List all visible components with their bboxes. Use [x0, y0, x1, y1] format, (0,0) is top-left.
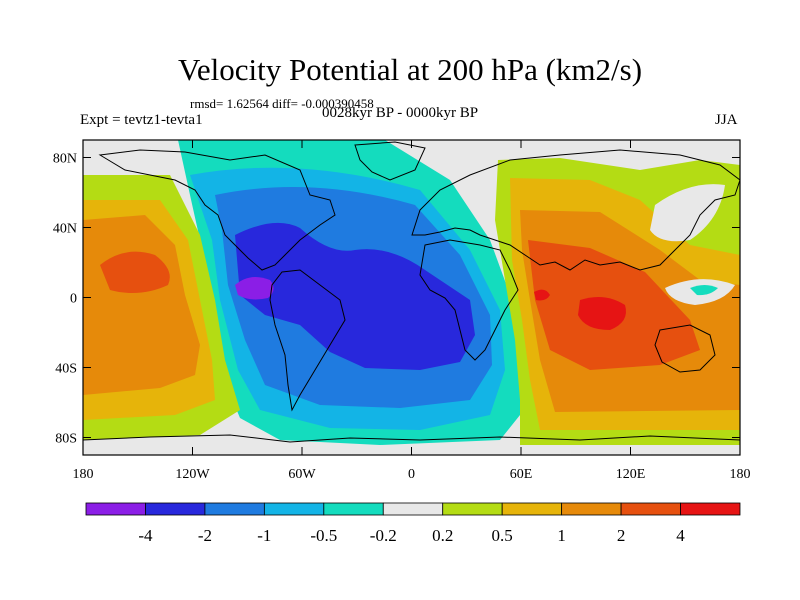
colorbar-swatch [263, 502, 325, 516]
experiment-label: Expt = tevtz1-tevta1 [80, 112, 203, 128]
contour-negative-4 [235, 276, 274, 300]
colorbar-swatch [680, 502, 741, 516]
plot-title: Velocity Potential at 200 hPa (km2/s) [177, 52, 643, 87]
lon-tick-label: 120W [175, 467, 210, 482]
lat-tick-label: 40S [55, 362, 77, 377]
colorbar-swatch [442, 502, 503, 516]
colorbar-swatch [620, 502, 681, 516]
colorbar-swatch [145, 502, 206, 516]
lon-tick-label: 180 [730, 467, 751, 482]
lon-tick-label: 60W [288, 467, 316, 482]
period-label: 0028kyr BP - 0000kyr BP [322, 105, 479, 121]
colorbar-swatch [323, 502, 384, 516]
contour-positive-east-4 [578, 296, 626, 330]
colorbar-label: 2 [617, 526, 626, 545]
lon-tick-label: 0 [408, 467, 415, 482]
lon-tick-label: 180 [73, 467, 94, 482]
colorbar-label: 1 [557, 526, 566, 545]
coastlines [83, 141, 740, 443]
coastline-europe-asia [411, 149, 740, 271]
colorbar-label: -2 [198, 526, 212, 545]
contour-positive-west-2 [100, 251, 170, 294]
coastline-greenland [354, 141, 426, 181]
contour-negative-2 [235, 222, 475, 370]
coastline-north-america [98, 149, 336, 271]
axis-ticks: 180 120W 60W 0 60E 120E 180 80N 40N 0 40S 80S [53, 140, 751, 482]
stats-subtitle: rmsd= 1.62564 diff= -0.000390458 [190, 96, 374, 111]
colorbar-label: -0.2 [370, 526, 397, 545]
coastline-australia [654, 324, 716, 373]
lon-tick-label: 60E [510, 467, 533, 482]
velocity-potential-field [83, 140, 740, 455]
colorbar-label: 0.5 [492, 526, 513, 545]
colorbar-label: -4 [138, 526, 153, 545]
lat-tick-label: 0 [70, 292, 77, 307]
lat-tick-label: 80S [55, 432, 77, 447]
colorbar-label: -1 [257, 526, 271, 545]
coastline-antarctica [83, 434, 740, 443]
contour-positive-east-4b [534, 289, 550, 301]
colorbar-swatch [85, 502, 146, 516]
colorbar-swatch [204, 502, 265, 516]
lon-tick-label: 120E [616, 467, 646, 482]
colorbar-label: 4 [676, 526, 685, 545]
lat-tick-label: 40N [53, 222, 77, 237]
contour-neutral-north-pacific [650, 184, 725, 242]
colorbar-swatch [501, 502, 563, 516]
coastline-africa [419, 239, 519, 361]
contour-negative-west-pacific [690, 285, 718, 296]
colorbar: -4 -2 -1 -0.5 -0.2 0.2 0.5 1 2 4 [85, 502, 741, 545]
colorbar-swatch [382, 502, 444, 516]
coastline-south-america [269, 269, 346, 412]
colorbar-label: -0.5 [310, 526, 337, 545]
season-label: JJA [715, 112, 738, 128]
colorbar-swatch [561, 502, 622, 516]
colorbar-label: 0.2 [432, 526, 453, 545]
lat-tick-label: 80N [53, 152, 77, 167]
